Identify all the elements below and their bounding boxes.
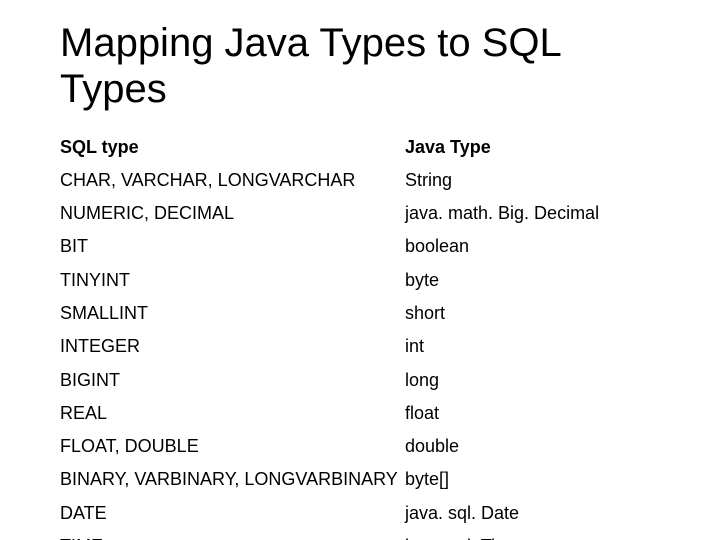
cell-sql: NUMERIC, DECIMAL: [60, 201, 405, 225]
table-row: TIME java. sql. Time: [60, 530, 670, 540]
cell-java: double: [405, 434, 670, 458]
cell-java: String: [405, 168, 670, 192]
cell-java: byte: [405, 268, 670, 292]
cell-sql: BIT: [60, 234, 405, 258]
column-header-sql: SQL type: [60, 135, 405, 159]
cell-sql: FLOAT, DOUBLE: [60, 434, 405, 458]
column-header-java: Java Type: [405, 135, 670, 159]
table-row: NUMERIC, DECIMAL java. math. Big. Decima…: [60, 197, 670, 230]
cell-java: java. sql. Time: [405, 534, 670, 540]
table-row: BIGINT long: [60, 363, 670, 396]
cell-sql: REAL: [60, 401, 405, 425]
cell-java: short: [405, 301, 670, 325]
cell-java: float: [405, 401, 670, 425]
cell-sql: TINYINT: [60, 268, 405, 292]
cell-java: boolean: [405, 234, 670, 258]
cell-java: java. math. Big. Decimal: [405, 201, 670, 225]
table-row: BINARY, VARBINARY, LONGVARBINARY byte[]: [60, 463, 670, 496]
table-row: TINYINT byte: [60, 263, 670, 296]
page-title: Mapping Java Types to SQL Types: [60, 20, 670, 112]
cell-java: java. sql. Date: [405, 501, 670, 525]
type-mapping-table: SQL type Java Type CHAR, VARCHAR, LONGVA…: [60, 130, 670, 540]
table-row: CHAR, VARCHAR, LONGVARCHAR String: [60, 163, 670, 196]
table-row: BIT boolean: [60, 230, 670, 263]
cell-sql: BIGINT: [60, 368, 405, 392]
cell-java: long: [405, 368, 670, 392]
table-row: DATE java. sql. Date: [60, 496, 670, 529]
cell-java: int: [405, 334, 670, 358]
table-row: SMALLINT short: [60, 296, 670, 329]
table-row: REAL float: [60, 396, 670, 429]
cell-sql: CHAR, VARCHAR, LONGVARCHAR: [60, 168, 405, 192]
table-header-row: SQL type Java Type: [60, 130, 670, 163]
table-row: FLOAT, DOUBLE double: [60, 430, 670, 463]
table-row: INTEGER int: [60, 330, 670, 363]
cell-sql: DATE: [60, 501, 405, 525]
cell-java: byte[]: [405, 467, 670, 491]
cell-sql: TIME: [60, 534, 405, 540]
cell-sql: SMALLINT: [60, 301, 405, 325]
slide: Mapping Java Types to SQL Types SQL type…: [0, 0, 720, 540]
cell-sql: INTEGER: [60, 334, 405, 358]
cell-sql: BINARY, VARBINARY, LONGVARBINARY: [60, 467, 405, 491]
